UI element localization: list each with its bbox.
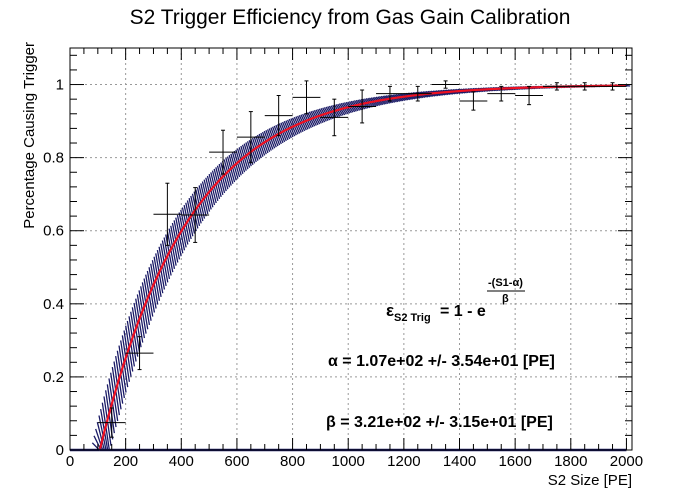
x-tick-label: 600	[224, 453, 249, 470]
fit-curve	[98, 84, 626, 451]
data-point	[570, 82, 599, 91]
formula-epsilon: ε	[386, 301, 394, 320]
x-tick-label: 1200	[387, 453, 420, 470]
data-point	[459, 91, 488, 111]
y-axis-label: Percentage Causing Trigger	[21, 42, 38, 229]
x-tick-label: 1000	[332, 453, 365, 470]
data-point	[487, 85, 516, 102]
plot-frame	[69, 47, 633, 451]
data-point	[431, 80, 460, 89]
formula-body: = 1 - e	[440, 303, 486, 320]
data-point	[292, 80, 321, 115]
y-tick-label: 0.8	[43, 150, 64, 167]
data-point	[320, 98, 349, 137]
data-point	[598, 82, 627, 91]
x-tick-label: 1600	[498, 453, 531, 470]
data-point	[125, 336, 154, 371]
y-tick-label: 0.2	[43, 369, 64, 386]
fit-formula: ε S2 Trig = 1 - e -(S1-α) β	[386, 277, 525, 324]
data-point	[376, 85, 404, 102]
formula-exponent-numerator: -(S1-α)	[488, 277, 523, 289]
alpha-fit-result: α = 1.07e+02 +/- 3.54e+01 [PE]	[328, 353, 555, 370]
x-tick-label: 800	[280, 453, 305, 470]
y-tick-label: 1	[56, 77, 64, 94]
band-hatch	[96, 422, 105, 451]
y-tick-label: 0	[56, 442, 64, 459]
chart-title: S2 Trigger Efficiency from Gas Gain Cali…	[130, 6, 571, 29]
data-point	[515, 85, 543, 106]
data-point	[181, 187, 210, 243]
x-tick-label: 0	[66, 453, 74, 470]
grid	[70, 48, 632, 450]
data-point	[264, 95, 293, 137]
x-tick-label: 400	[169, 453, 194, 470]
beta-fit-result: β = 3.21e+02 +/- 3.15e+01 [PE]	[326, 414, 553, 431]
axes: 0 200 400 600 800 1000 1200 1400 1600 1800 2000 0 0.…	[43, 47, 643, 470]
data-point	[403, 85, 432, 102]
x-tick-label: 1800	[554, 453, 587, 470]
formula-subscript: S2 Trig	[394, 312, 431, 324]
data-point	[236, 111, 265, 164]
y-tick-label: 0.4	[43, 296, 64, 313]
y-tick-label: 0.6	[43, 223, 64, 240]
data-point	[348, 89, 377, 124]
x-tick-label: 1400	[443, 453, 476, 470]
formula-exponent-denominator: β	[502, 293, 509, 305]
band-hatch	[98, 415, 107, 451]
x-tick-label: 200	[113, 453, 138, 470]
data-point	[542, 82, 571, 91]
x-axis-label: S2 Size [PE]	[548, 472, 632, 489]
data-point	[97, 407, 126, 438]
x-tick-label: 2000	[610, 453, 643, 470]
data-point	[209, 129, 237, 175]
data-points	[97, 80, 627, 438]
data-point	[153, 182, 182, 246]
